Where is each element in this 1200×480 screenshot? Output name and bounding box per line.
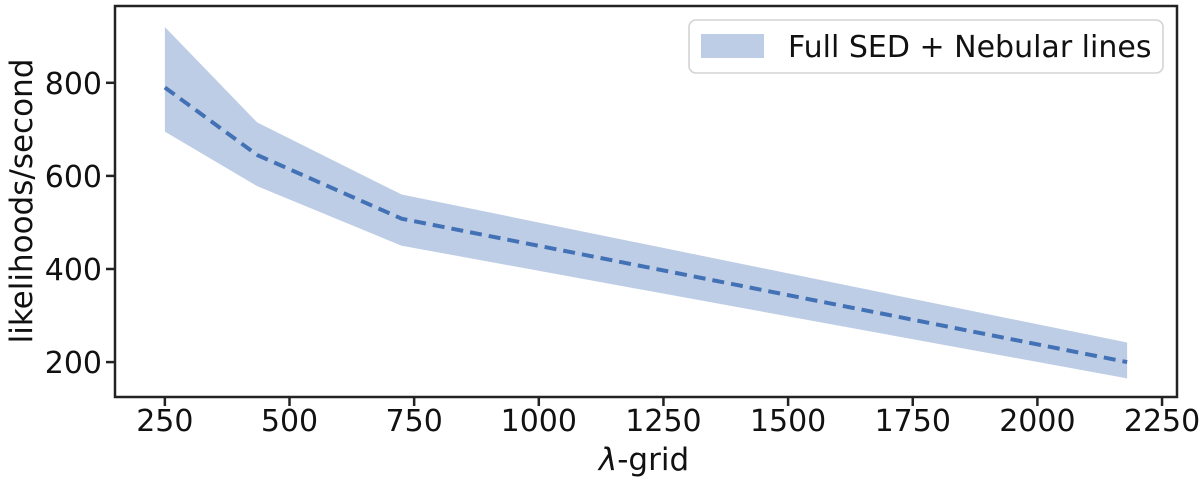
x-tick-label: 1250 (625, 404, 701, 439)
y-tick-label: 600 (45, 160, 102, 195)
x-axis-label-rest: -grid (617, 442, 689, 478)
y-tick-label: 800 (45, 67, 102, 102)
x-tick-label: 2250 (1124, 404, 1200, 439)
y-tick-label: 200 (45, 346, 102, 381)
y-axis-label: likelihoods/second (4, 59, 40, 344)
x-tick-label: 2000 (999, 404, 1075, 439)
x-axis-label-lambda: λ (597, 442, 617, 478)
x-axis-label: λ-grid (597, 442, 689, 478)
axes-spines (113, 4, 1179, 399)
mean-dashed-line (163, 85, 1128, 365)
x-tick-label: 1500 (750, 404, 826, 439)
legend-swatch-icon (701, 34, 764, 58)
x-tick-label: 500 (261, 404, 318, 439)
x-tick-label: 1750 (875, 404, 951, 439)
x-axis-ticks: 250 500 750 1000 1250 1500 1750 2000 2250 (136, 397, 1200, 439)
y-axis-ticks: 200 400 600 800 (45, 67, 115, 381)
x-tick-label: 250 (136, 404, 193, 439)
confidence-band (164, 26, 1128, 379)
x-tick-label: 1000 (501, 404, 577, 439)
y-tick-label: 400 (45, 253, 102, 288)
x-tick-label: 750 (386, 404, 443, 439)
legend: Full SED + Nebular lines (688, 19, 1164, 74)
legend-box (688, 19, 1164, 74)
legend-label: Full SED + Nebular lines (788, 30, 1151, 65)
plot-area: 250 500 750 1000 1250 1500 1750 2000 2250 200 400… (45, 4, 1200, 439)
